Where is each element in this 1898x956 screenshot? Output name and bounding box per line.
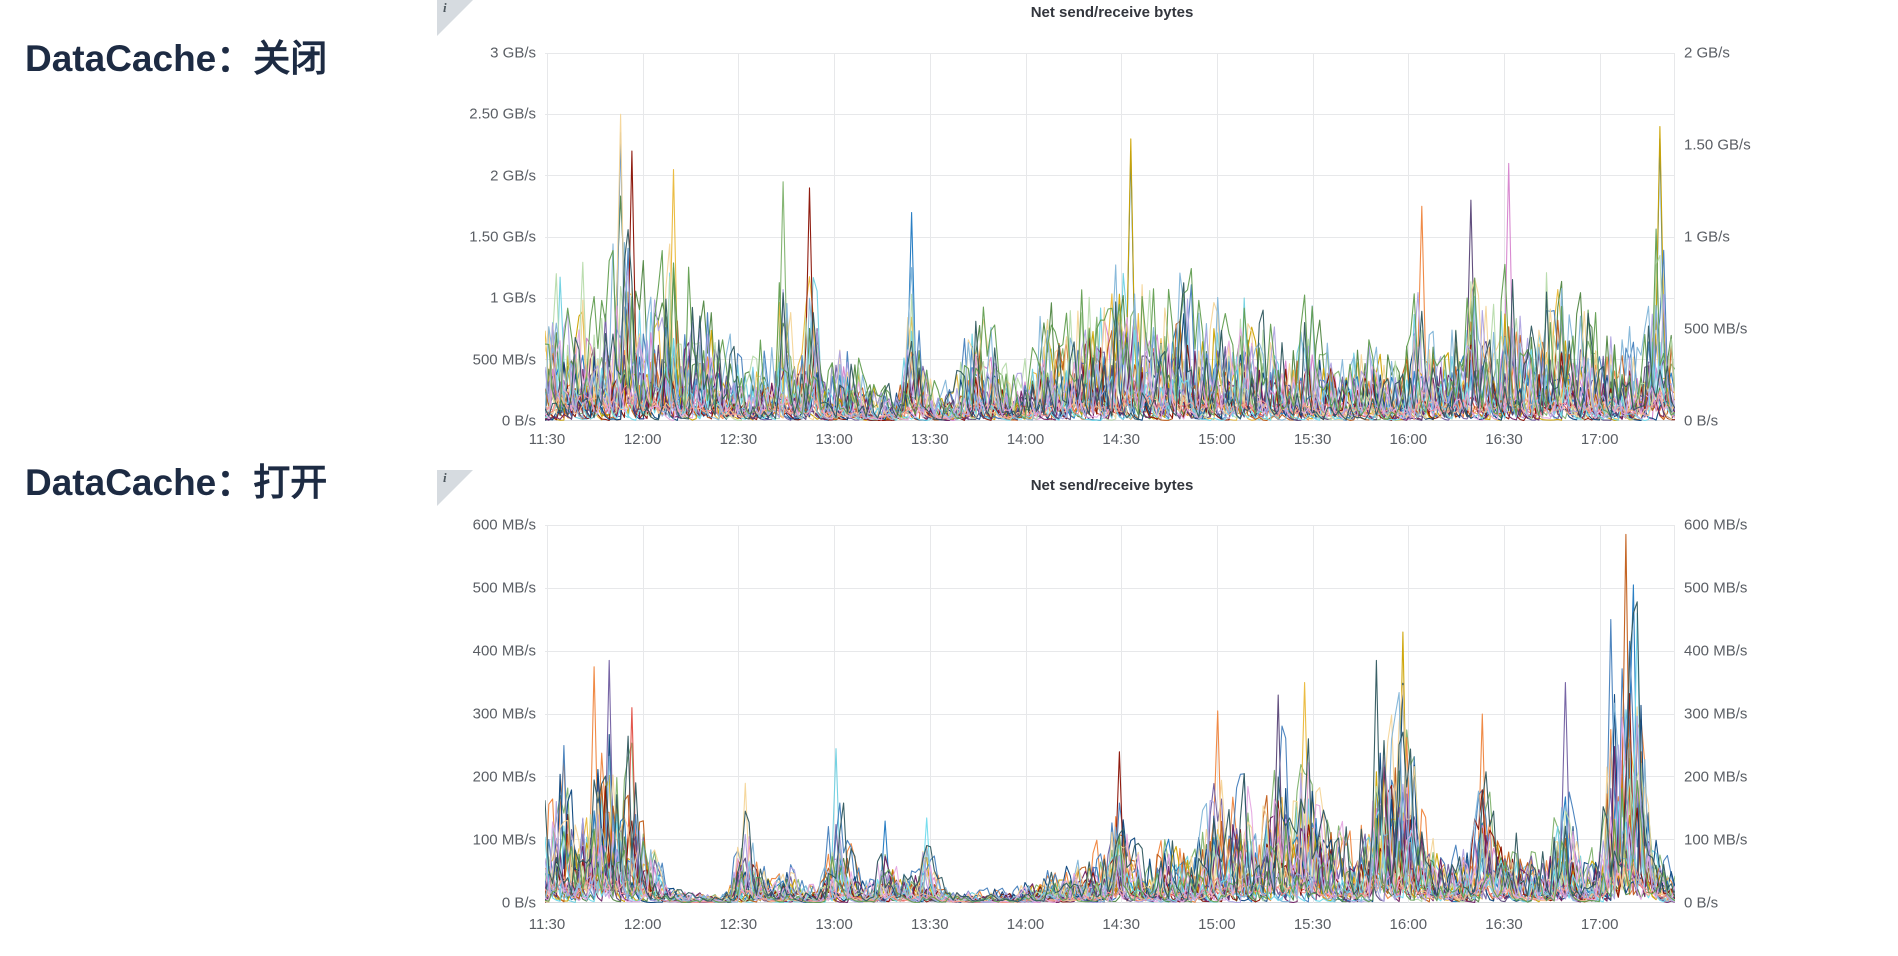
x-axis-label: 15:30	[1293, 916, 1332, 933]
x-axis-label: 13:00	[815, 431, 853, 448]
y-axis-left-label: 300 MB/s	[472, 705, 536, 723]
x-axis-label: 15:30	[1293, 431, 1332, 448]
y-axis-right-label: 500 MB/s	[1684, 579, 1748, 597]
y-axis-left-label: 600 MB/s	[472, 516, 536, 534]
series-line	[545, 716, 1675, 903]
x-axis-label: 11:30	[528, 916, 566, 933]
x-axis-label: 12:30	[719, 916, 758, 933]
y-axis-right-label: 500 MB/s	[1684, 320, 1748, 338]
x-axis-label: 13:30	[911, 431, 949, 448]
x-axis-label: 15:00	[1198, 431, 1236, 448]
chart-plot-area[interactable]	[545, 525, 1675, 903]
series-line	[545, 684, 1675, 903]
y-axis-right-label: 100 MB/s	[1684, 831, 1748, 849]
y-axis-left-label: 100 MB/s	[472, 831, 536, 849]
info-icon: i	[443, 470, 447, 485]
y-axis-right-label: 300 MB/s	[1684, 705, 1748, 723]
x-axis-label: 12:30	[719, 431, 758, 448]
y-axis-left-label: 0 B/s	[501, 412, 536, 430]
series-line	[545, 199, 1675, 421]
x-axis-label: 12:00	[623, 431, 662, 448]
y-axis-left-label: 400 MB/s	[472, 642, 536, 660]
series-line	[545, 228, 1675, 420]
x-axis-label: 16:30	[1485, 916, 1523, 933]
y-axis-left-label: 2 GB/s	[490, 167, 536, 185]
x-axis-label: 17:00	[1580, 916, 1619, 933]
panel-title[interactable]: Net send/receive bytes	[1030, 477, 1194, 494]
x-axis-label: 14:30	[1102, 916, 1140, 933]
x-axis-label: 15:00	[1198, 916, 1236, 933]
chart-canvas	[545, 53, 1675, 421]
series-line	[545, 601, 1675, 903]
y-axis-right-label: 1 GB/s	[1684, 228, 1730, 246]
x-axis-label: 13:30	[911, 916, 949, 933]
y-axis-left-label: 500 MB/s	[472, 351, 536, 369]
series-line	[545, 383, 1675, 420]
section-label-datacache-off: DataCache：关闭	[25, 38, 328, 79]
y-axis-right-label: 0 B/s	[1684, 412, 1719, 430]
y-axis-left-label: 200 MB/s	[472, 768, 536, 786]
section-label-datacache-on: DataCache：打开	[25, 462, 328, 503]
chart-plot-area[interactable]	[545, 53, 1675, 421]
chart-panel-datacache-on: i Net send/receive bytes 600 MB/s 500 MB/…	[437, 465, 1787, 956]
panel-info-corner[interactable]: i	[437, 0, 473, 36]
y-axis-right-label: 200 MB/s	[1684, 768, 1748, 786]
panel-title[interactable]: Net send/receive bytes	[1030, 4, 1194, 21]
series-line	[545, 779, 1675, 903]
chart-canvas	[545, 525, 1675, 903]
y-axis-left-label: 3 GB/s	[490, 44, 536, 62]
x-axis-label: 14:00	[1006, 431, 1045, 448]
chart-panel-datacache-off: i Net send/receive bytes 3 GB/s 2.50 GB/s…	[437, 0, 1787, 460]
x-axis-label: 14:30	[1102, 431, 1140, 448]
y-axis-left-label: 0 B/s	[501, 894, 536, 912]
y-axis-right-label: 400 MB/s	[1684, 642, 1748, 660]
series-line	[545, 762, 1675, 903]
series-line	[545, 241, 1675, 421]
y-axis-right-label: 600 MB/s	[1684, 516, 1748, 534]
x-axis-label: 11:30	[528, 431, 566, 448]
y-axis-left-label: 2.50 GB/s	[469, 105, 536, 123]
series-line	[545, 113, 1675, 421]
series-line	[545, 229, 1675, 421]
series-line	[545, 715, 1675, 903]
y-axis-right-label: 2 GB/s	[1684, 44, 1730, 62]
y-axis-left-label: 500 MB/s	[472, 579, 536, 597]
x-axis-label: 13:00	[815, 916, 853, 933]
x-axis-label: 16:00	[1389, 916, 1428, 933]
series-line	[545, 692, 1675, 903]
series-line	[545, 860, 1675, 903]
panel-info-corner[interactable]: i	[437, 470, 473, 506]
y-axis-right-label: 1.50 GB/s	[1684, 136, 1751, 154]
info-icon: i	[443, 0, 447, 15]
x-axis-label: 17:00	[1580, 431, 1619, 448]
y-axis-right-label: 0 B/s	[1684, 894, 1719, 912]
y-axis-left-label: 1.50 GB/s	[469, 228, 536, 246]
x-axis-label: 16:00	[1389, 431, 1428, 448]
x-axis-label: 12:00	[623, 916, 662, 933]
y-axis-left-label: 1 GB/s	[490, 289, 536, 307]
x-axis-label: 16:30	[1485, 431, 1523, 448]
x-axis-label: 14:00	[1006, 916, 1045, 933]
